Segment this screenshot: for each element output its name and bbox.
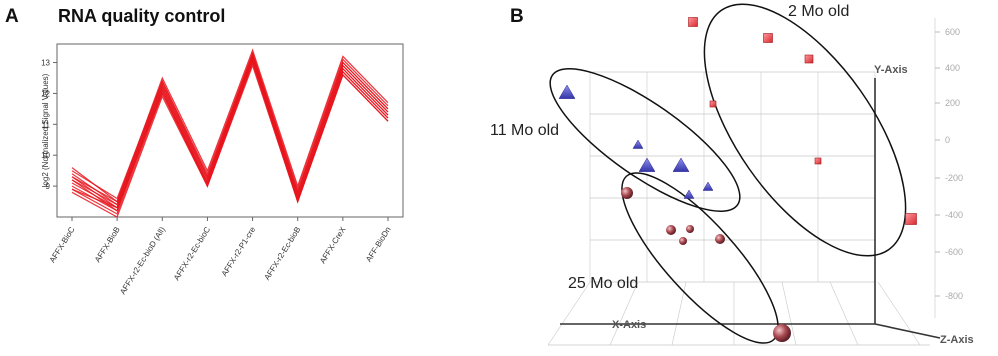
25-mo-marker xyxy=(773,324,791,342)
grid-line-floor xyxy=(781,281,797,346)
y-tick-label: 200 xyxy=(945,98,960,108)
panel-a-title: RNA quality control xyxy=(58,6,226,26)
group-ellipse-2-mo xyxy=(703,3,907,257)
y-tick-label: -800 xyxy=(945,291,963,301)
25-mo-marker xyxy=(679,237,687,245)
x-axis-label: X-Axis xyxy=(612,319,646,331)
y-tick-label: 400 xyxy=(945,63,960,73)
25-mo-marker xyxy=(666,225,676,235)
2-mo-marker xyxy=(905,213,917,225)
25-mo-marker xyxy=(715,234,725,244)
11-mo-marker xyxy=(672,157,690,172)
y-tick-label: 0 xyxy=(945,135,950,145)
z-axis-label: Z-Axis xyxy=(940,334,974,346)
y-tick-label: -600 xyxy=(945,247,963,257)
y-axis-label: Y-Axis xyxy=(874,64,908,76)
11-mo-marker xyxy=(558,84,576,99)
z-axis-line xyxy=(874,323,941,339)
panel-a-letter: A xyxy=(5,6,19,27)
11-mo-marker xyxy=(632,139,644,149)
grid-line-floor xyxy=(829,281,859,346)
group-ellipse-25-mo xyxy=(621,172,779,344)
grid-line-floor xyxy=(877,281,921,346)
y-tick-label: 13 xyxy=(41,59,50,68)
2-mo-marker xyxy=(709,100,717,108)
group-ellipse-11-mo xyxy=(549,68,741,212)
25-mo-marker xyxy=(621,187,633,199)
y-tick-label: 600 xyxy=(945,27,960,37)
series-line-11 xyxy=(71,57,389,209)
y-tick-label: 11 xyxy=(42,120,51,129)
2-mo-marker xyxy=(688,17,698,27)
y-tick-label: -400 xyxy=(945,210,963,220)
11-mo-marker xyxy=(683,189,695,199)
2-mo-marker xyxy=(814,157,822,165)
series-line-6 xyxy=(71,54,389,206)
25-mo-marker xyxy=(686,225,694,233)
2-mo-marker xyxy=(804,54,814,64)
11-mo-marker xyxy=(638,157,656,172)
11-mo-marker xyxy=(702,181,714,191)
panel-b-letter: B xyxy=(510,6,524,27)
group-label-11-mo: 11 Mo old xyxy=(490,122,559,139)
y-tick-label: 12 xyxy=(41,89,50,98)
y-tick-label: -200 xyxy=(945,173,963,183)
y-tick-label: 9 xyxy=(46,182,51,191)
plot-frame xyxy=(56,43,404,218)
group-label-2-mo: 2 Mo old xyxy=(788,3,849,20)
2-mo-marker xyxy=(763,33,773,43)
group-label-25-mo: 25 Mo old xyxy=(568,275,638,292)
y-axis-label: log2 (Normalized Signal Values) xyxy=(41,73,50,187)
y-tick-label: 10 xyxy=(41,151,50,160)
grid-line-floor xyxy=(547,281,591,346)
series-line-12 xyxy=(71,63,389,218)
grid-line-floor xyxy=(609,281,639,346)
